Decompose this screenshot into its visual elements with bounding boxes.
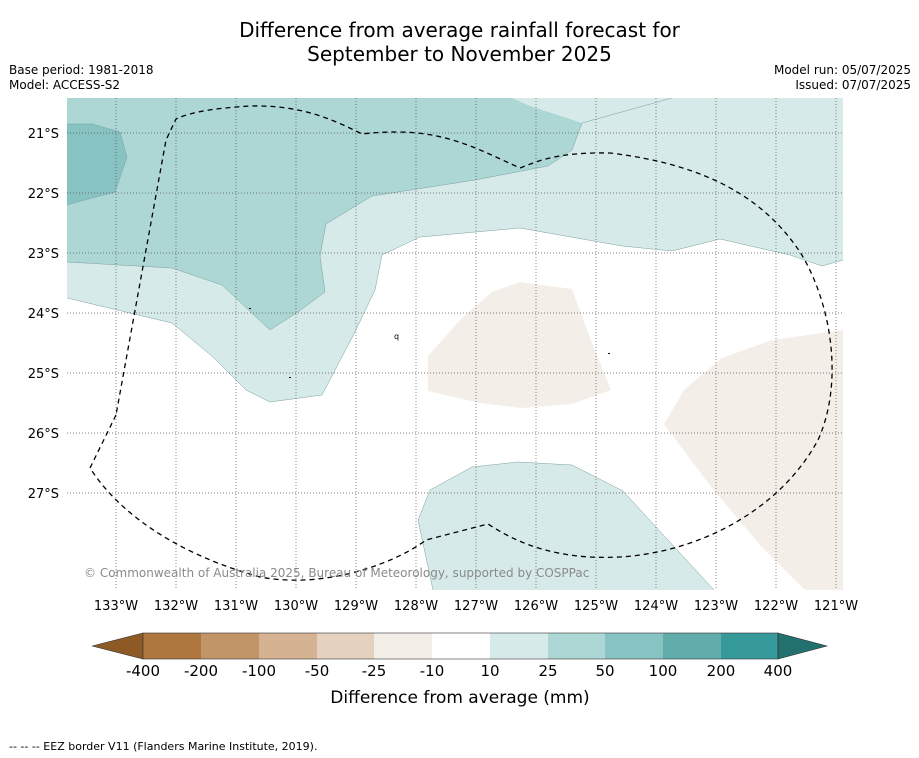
map-panel: q © Commonwealth of Australia 2025, Bure… <box>67 98 843 590</box>
colorbar-high-arrow <box>777 632 829 660</box>
meta-left: Base period: 1981-2018 Model: ACCESS-S2 <box>9 63 154 93</box>
colorbar-bin <box>432 633 490 659</box>
lon-label: 122°W <box>754 599 798 614</box>
colorbar-bin <box>663 633 721 659</box>
colorbar: -400 -200 -100 -50 -25 -10 10 25 50 100 … <box>91 632 829 708</box>
stray-dot-1 <box>249 308 251 309</box>
lon-label: 132°W <box>154 599 198 614</box>
colorbar-tick: 50 <box>595 662 614 680</box>
colorbar-low-arrow <box>91 632 144 660</box>
lon-label: 126°W <box>514 599 558 614</box>
colorbar-bin <box>143 633 201 659</box>
colorbar-bin <box>259 633 317 659</box>
colorbar-tick: -50 <box>305 662 330 680</box>
colorbar-tick: -200 <box>184 662 218 680</box>
lat-label: 24°S <box>28 307 59 322</box>
title-line-2: September to November 2025 <box>307 42 612 66</box>
base-period-text: Base period: 1981-2018 <box>9 63 154 77</box>
colorbar-bin <box>721 633 778 659</box>
colorbar-bin <box>490 633 548 659</box>
eez-border-note: -- -- -- EEZ border V11 (Flanders Marine… <box>9 740 318 753</box>
colorbar-bin <box>317 633 374 659</box>
colorbar-tick: 10 <box>480 662 499 680</box>
lon-labels: 133°W 132°W 131°W 130°W 129°W 128°W 127°… <box>94 599 858 614</box>
graticule <box>67 98 843 590</box>
chart-title: Difference from average rainfall forecas… <box>0 18 919 66</box>
lon-label: 123°W <box>694 599 738 614</box>
colorbar-tick: 200 <box>707 662 736 680</box>
colorbar-tick: -400 <box>126 662 160 680</box>
lat-label: 23°S <box>28 247 59 262</box>
anomaly-region-10-25-south <box>418 462 714 590</box>
issued-text: Issued: 07/07/2025 <box>795 78 911 92</box>
lon-label: 133°W <box>94 599 138 614</box>
lon-label: 130°W <box>274 599 318 614</box>
anomaly-region-10-25-northeast <box>512 98 672 123</box>
lat-label: 22°S <box>28 187 59 202</box>
lon-label: 131°W <box>214 599 258 614</box>
lon-label: 127°W <box>454 599 498 614</box>
colorbar-label: Difference from average (mm) <box>330 688 589 708</box>
colorbar-tick: -10 <box>420 662 445 680</box>
stray-dot-2 <box>289 377 291 378</box>
stray-mark: q <box>394 332 399 341</box>
colorbar-tick: -25 <box>362 662 387 680</box>
copyright-text: © Commonwealth of Australia 2025, Bureau… <box>84 566 589 580</box>
model-text: Model: ACCESS-S2 <box>9 78 121 92</box>
lon-label: 121°W <box>814 599 858 614</box>
colorbar-tick: -100 <box>242 662 276 680</box>
lat-label: 21°S <box>28 127 59 142</box>
lat-label: 25°S <box>28 367 59 382</box>
lon-label: 125°W <box>574 599 618 614</box>
colorbar-tick: 25 <box>538 662 557 680</box>
model-run-text: Model run: 05/07/2025 <box>773 63 911 77</box>
anomaly-region-neg-center <box>428 282 611 408</box>
colorbar-tick: 400 <box>764 662 793 680</box>
lat-label: 26°S <box>28 427 59 442</box>
lon-label: 129°W <box>334 599 378 614</box>
lat-labels: 21°S 22°S 23°S 24°S 25°S 26°S 27°S <box>28 127 59 502</box>
lon-label: 124°W <box>634 599 678 614</box>
lon-label: 128°W <box>394 599 438 614</box>
title-line-1: Difference from average rainfall forecas… <box>239 18 680 42</box>
anomaly-region-25-50-west <box>67 98 672 330</box>
meta-right: Model run: 05/07/2025 Issued: 07/07/2025 <box>774 63 911 93</box>
colorbar-bin <box>548 633 605 659</box>
colorbar-bin <box>374 633 432 659</box>
colorbar-bin <box>605 633 663 659</box>
colorbar-bin <box>201 633 259 659</box>
lat-label: 27°S <box>28 487 59 502</box>
eez-border <box>89 105 833 581</box>
colorbar-tick: 100 <box>649 662 678 680</box>
colorbar-outline <box>142 632 779 660</box>
anomaly-region-50-100-west <box>67 124 127 205</box>
stray-dot-3 <box>608 353 610 354</box>
contour-edges <box>67 98 843 590</box>
anomaly-region-neg-east <box>664 330 843 590</box>
